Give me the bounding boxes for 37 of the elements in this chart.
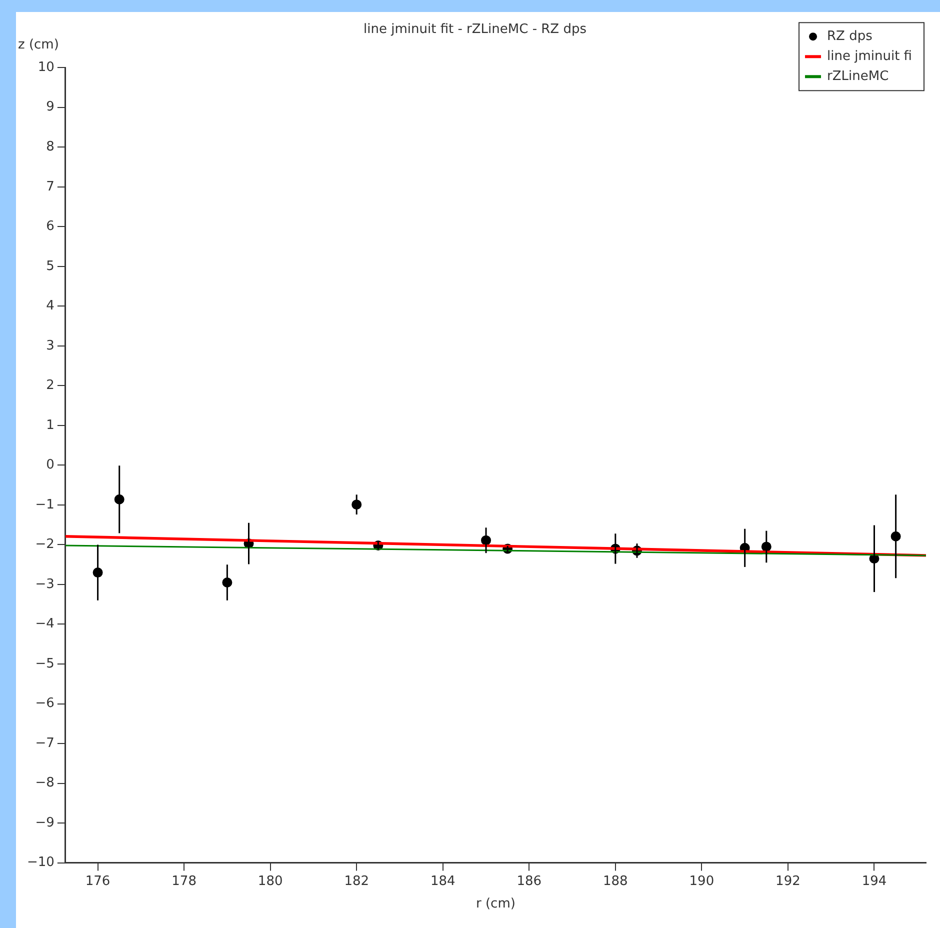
y-tick-label: 5 bbox=[46, 258, 54, 274]
x-tick-label: 186 bbox=[516, 874, 542, 889]
x-tick-label: 190 bbox=[689, 874, 714, 889]
y-tick-label: −9 bbox=[35, 815, 54, 830]
x-tick-label: 178 bbox=[172, 874, 196, 889]
chart-title: line jminuit fit - rZLineMC - RZ dps bbox=[364, 22, 587, 38]
y-tick-label: 2 bbox=[46, 378, 54, 394]
x-tick-label: 194 bbox=[862, 874, 887, 889]
x-tick-label: 182 bbox=[344, 874, 370, 889]
y-tick-label: −6 bbox=[35, 696, 54, 712]
y-tick-label: −3 bbox=[35, 576, 54, 592]
y-tick-label: 0 bbox=[46, 458, 54, 473]
y-tick-label: 3 bbox=[46, 338, 54, 354]
x-axis-title: r (cm) bbox=[476, 896, 516, 912]
y-tick-label: 1 bbox=[46, 418, 54, 433]
x-tick-label: 176 bbox=[85, 874, 110, 889]
y-tick-label: −1 bbox=[35, 497, 54, 512]
y-tick-label: 8 bbox=[46, 139, 54, 154]
legend-label: line jminuit fi bbox=[827, 48, 912, 64]
y-tick-label: 4 bbox=[46, 298, 54, 314]
y-tick-label: 9 bbox=[46, 100, 54, 115]
y-tick-label: −2 bbox=[35, 537, 54, 552]
y-tick-label: −7 bbox=[35, 736, 54, 751]
x-tick-label: 184 bbox=[430, 874, 456, 889]
x-tick-label: 180 bbox=[258, 874, 283, 889]
y-tick-label: −10 bbox=[26, 855, 54, 870]
x-tick-label: 192 bbox=[776, 874, 800, 889]
y-tick-label: 10 bbox=[38, 60, 54, 75]
x-tick-label: 188 bbox=[603, 874, 628, 889]
y-tick-label: 6 bbox=[46, 219, 54, 234]
y-tick-label: −4 bbox=[35, 616, 54, 632]
legend-label: rZLineMC bbox=[827, 68, 889, 84]
legend-label: RZ dps bbox=[827, 28, 873, 44]
y-tick-label: 7 bbox=[46, 179, 54, 194]
y-tick-label: −5 bbox=[35, 656, 54, 672]
y-tick-label: −8 bbox=[35, 776, 54, 791]
y-axis-title: z (cm) bbox=[18, 37, 59, 52]
